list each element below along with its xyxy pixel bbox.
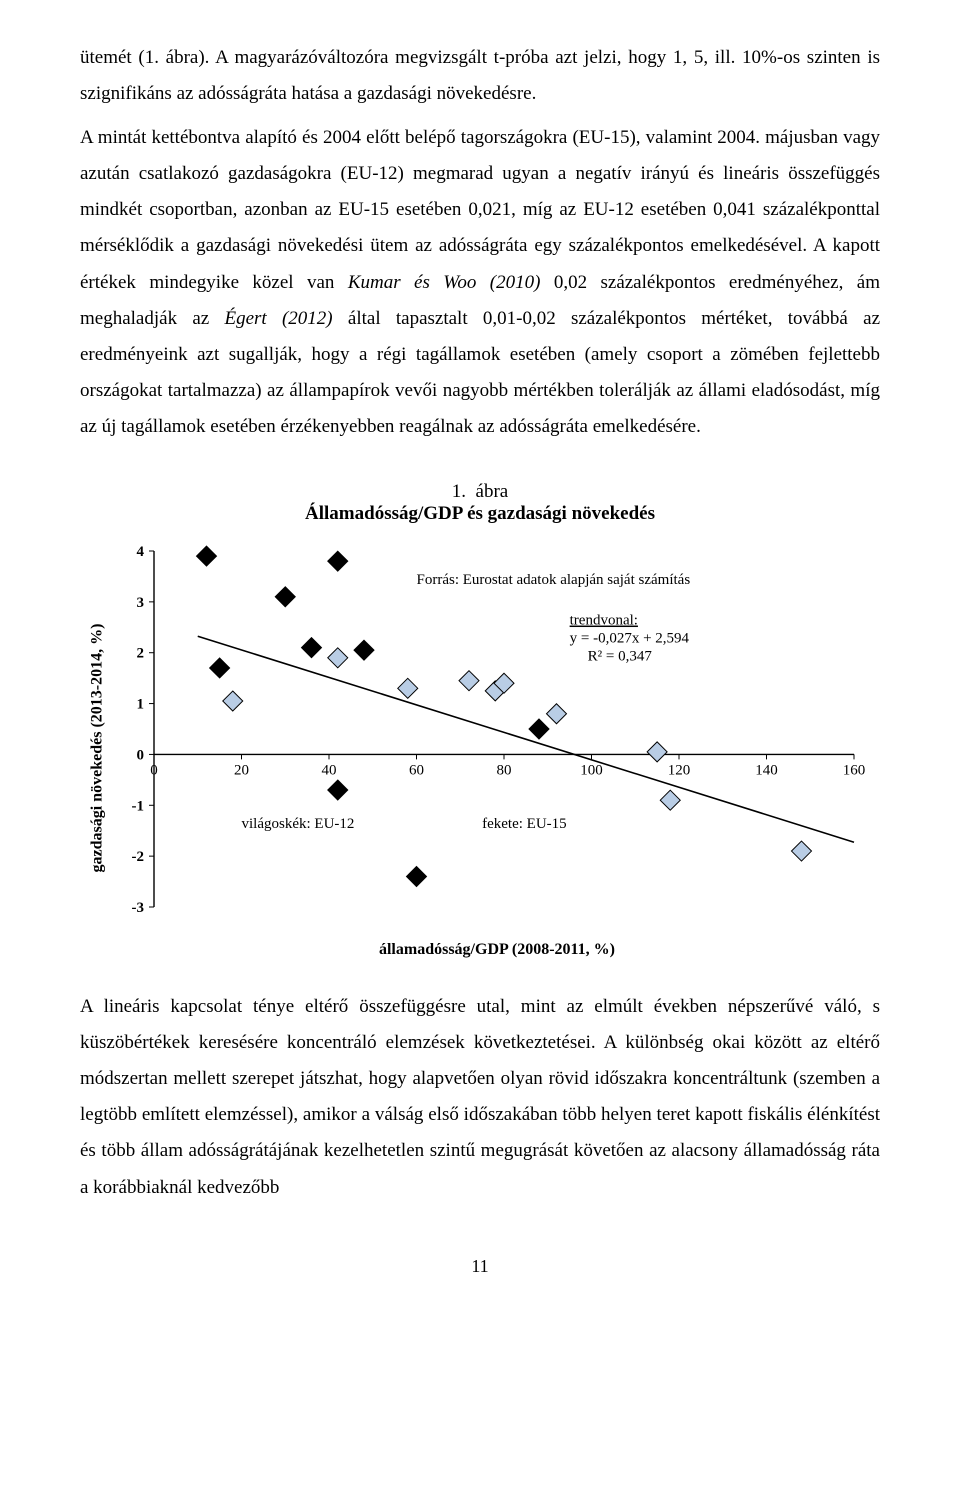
figure-caption-number: 1. ábra [80,481,880,503]
y-tick-label: 0 [137,747,145,763]
y-tick-label: 2 [137,646,145,662]
chart-ylabel-column: gazdasági növekedés (2013-2014, %) [80,537,114,959]
chart-source-note: Forrás: Eurostat adatok alapján saját sz… [417,572,691,588]
page: ütemét (1. ábra). A magyarázóváltozóra m… [0,0,960,1337]
p2-italic-2: Égert (2012) [224,308,332,329]
y-tick-label: -1 [132,798,145,814]
x-tick-label: 120 [668,762,691,778]
chart-background [114,537,874,937]
scatter-chart: 020406080100120140160-3-2-101234Forrás: … [114,537,874,937]
y-tick-label: 4 [137,544,145,560]
x-tick-label: 40 [322,762,337,778]
chart-xlabel: államadósság/GDP (2008-2011, %) [114,941,880,959]
x-tick-label: 160 [843,762,866,778]
paragraph-1: ütemét (1. ábra). A magyarázóváltozóra m… [80,40,880,112]
legend-eu12: világoskék: EU-12 [242,816,355,832]
chart-ylabel: gazdasági növekedés (2013-2014, %) [88,624,106,873]
page-number: 11 [80,1256,880,1277]
chart-main-column: 020406080100120140160-3-2-101234Forrás: … [114,537,880,959]
trend-label-r2: R² = 0,347 [588,649,653,665]
paragraph-3: A lineáris kapcsolat ténye eltérő összef… [80,989,880,1206]
x-tick-label: 140 [755,762,778,778]
y-tick-label: 1 [137,697,145,713]
y-tick-label: -2 [132,849,145,865]
trend-label-title: trendvonal: [570,613,638,629]
x-tick-label: 20 [234,762,249,778]
x-tick-label: 80 [497,762,512,778]
p2-italic-1: Kumar és Woo (2010) [348,272,541,293]
x-tick-label: 60 [409,762,424,778]
legend-eu15: fekete: EU-15 [482,816,567,832]
x-tick-label: 100 [580,762,603,778]
y-tick-label: -3 [132,900,145,916]
figure-caption-title: Államadósság/GDP és gazdasági növekedés [80,503,880,525]
chart-container: gazdasági növekedés (2013-2014, %) 0 20 40… [80,537,880,959]
p2-text-a: A mintát kettébontva alapító és 2004 elő… [80,127,880,292]
y-tick-label: 3 [137,595,145,611]
trend-label-eq: y = -0,027x + 2,594 [570,631,690,647]
paragraph-2: A mintát kettébontva alapító és 2004 elő… [80,120,880,445]
